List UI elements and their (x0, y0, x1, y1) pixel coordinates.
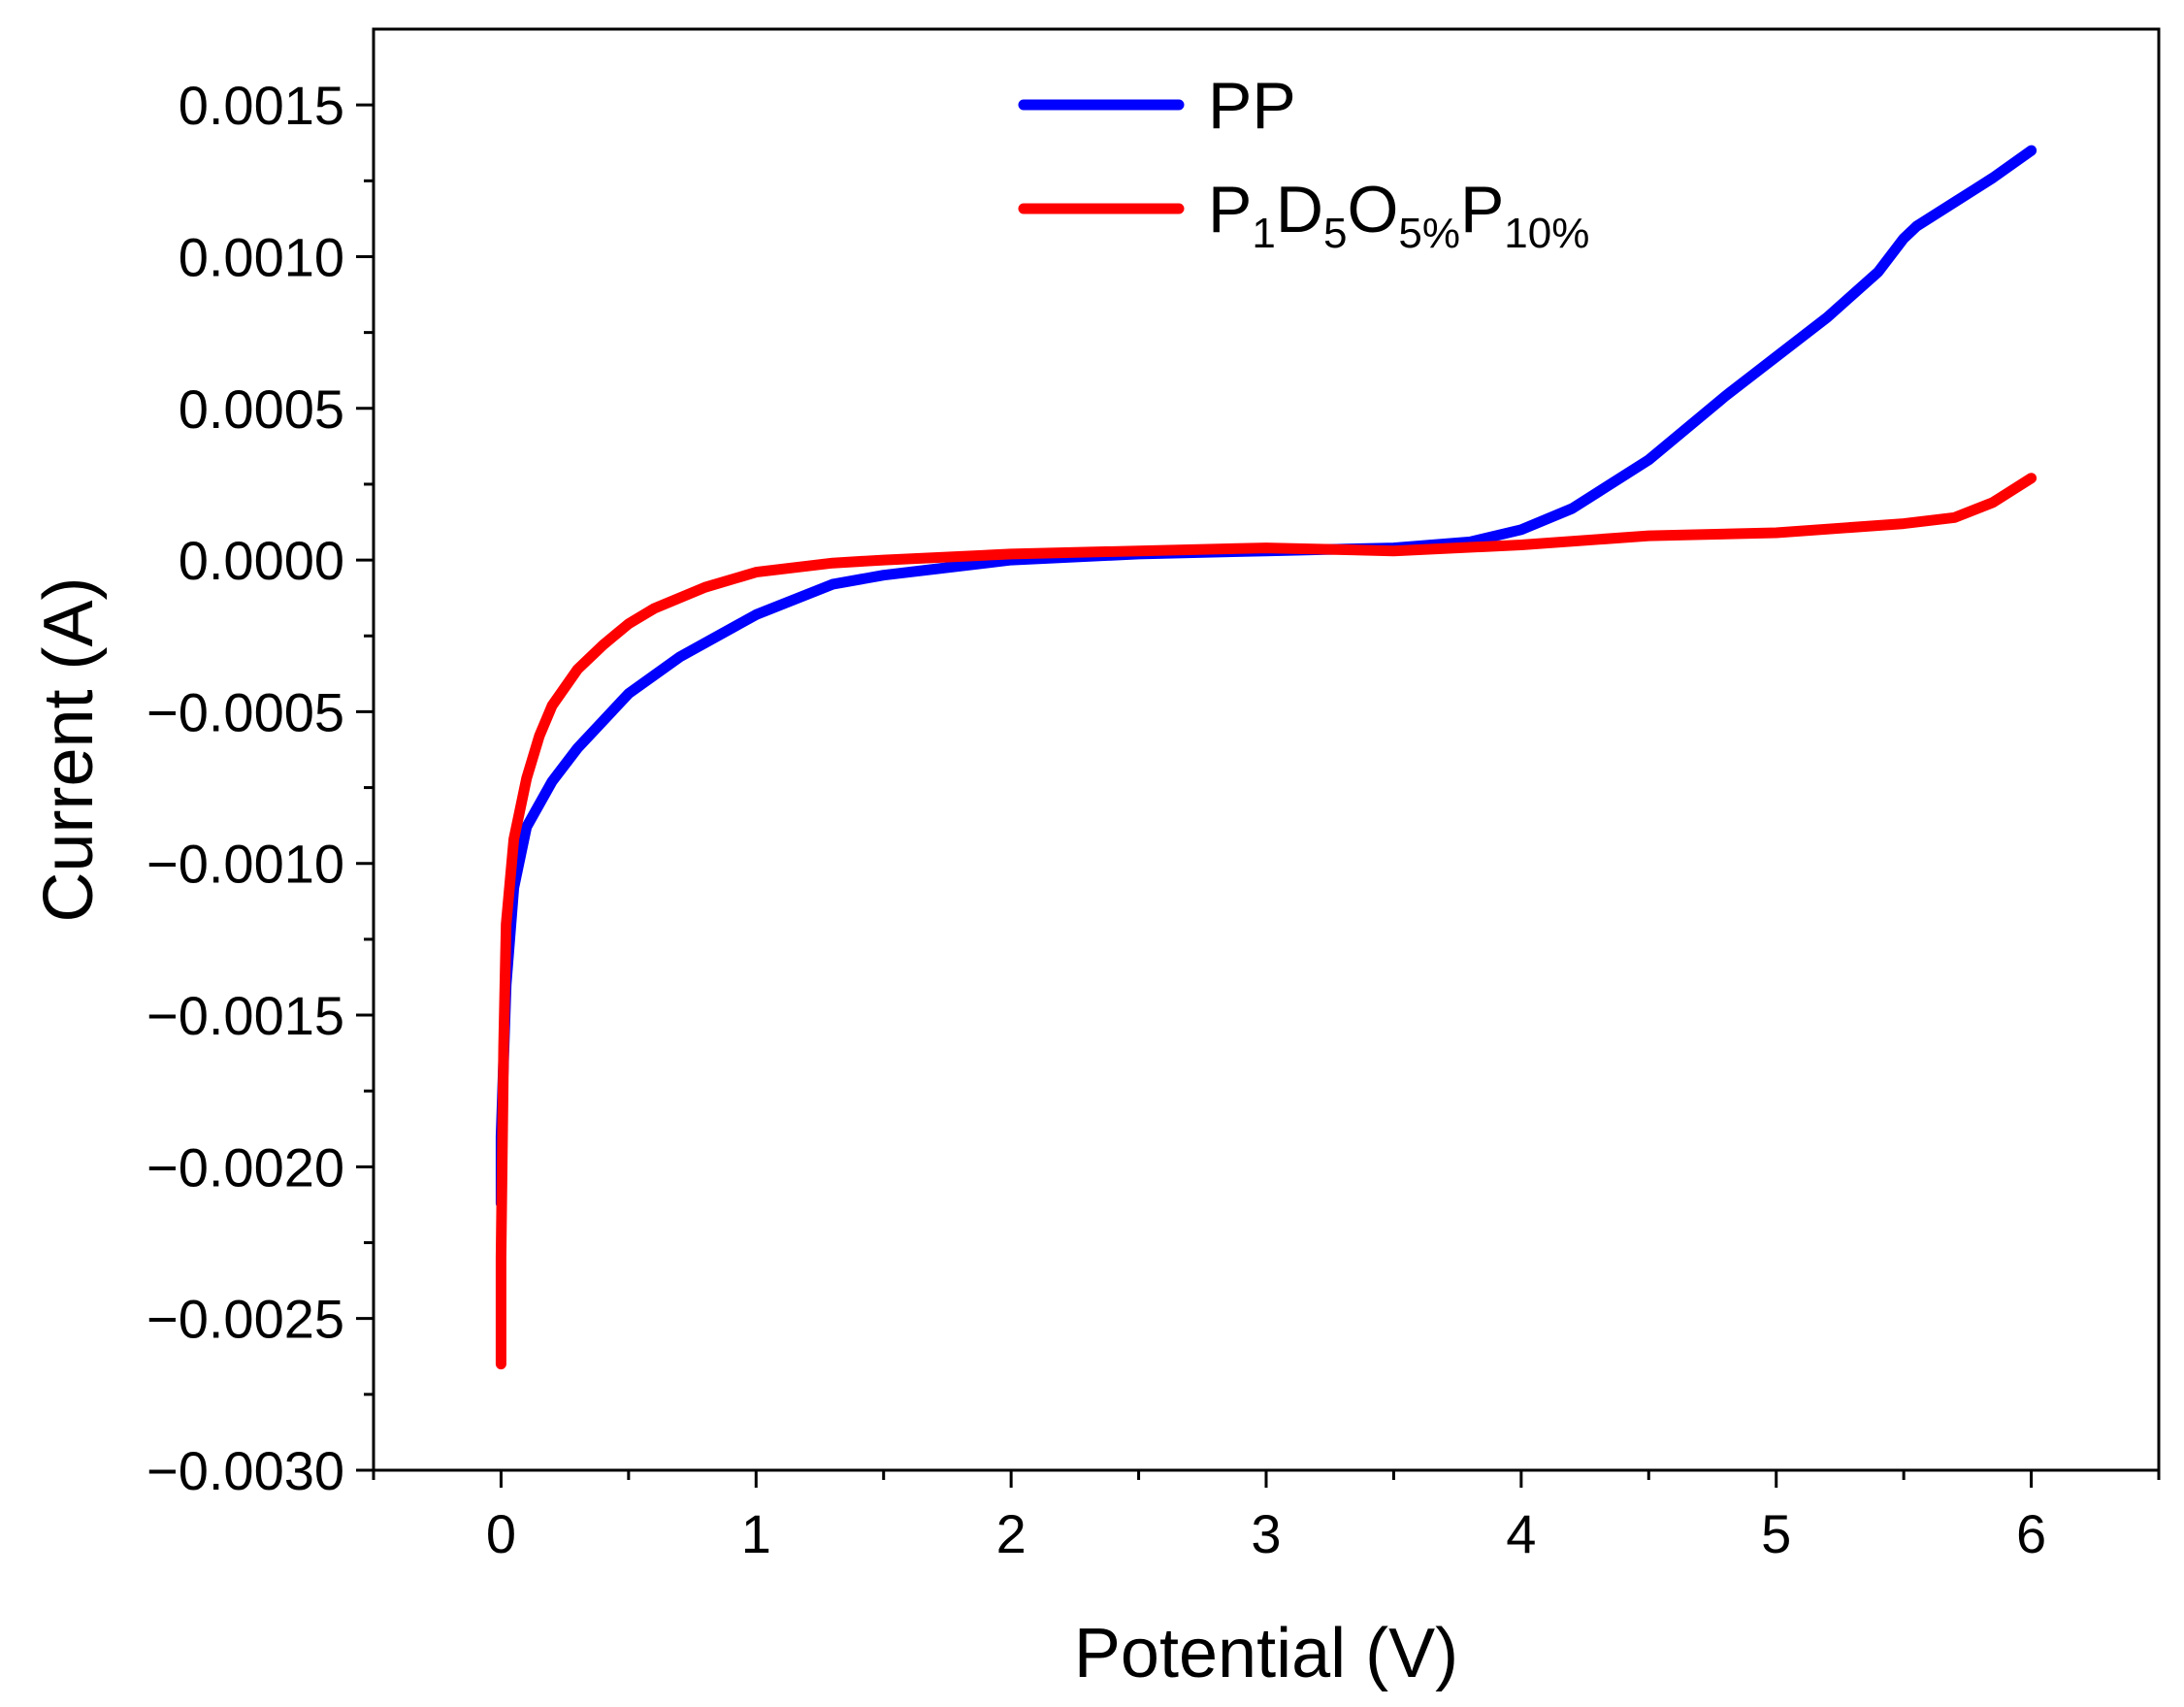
series-layer (495, 145, 2037, 1370)
y-tick-label: −0.0010 (147, 834, 344, 895)
legend-label: PP (1208, 69, 1296, 143)
y-tick-label: −0.0025 (147, 1289, 344, 1350)
y-tick-label: 0.0010 (179, 226, 344, 287)
legend-label-text: PP (1208, 69, 1296, 143)
y-tick-label: −0.0015 (147, 985, 344, 1046)
legend-label-subscript: 5 (1323, 210, 1347, 257)
legend-label: P1D5O5%P10% (1208, 173, 1589, 257)
legend-label-text: P (1460, 173, 1504, 246)
x-axis-title: Potential (V) (1074, 1615, 1458, 1692)
x-tick-label: 4 (1506, 1503, 1536, 1564)
y-tick-label: 0.0000 (179, 530, 344, 591)
y-tick-label: 0.0015 (179, 75, 344, 136)
x-tick-label: 0 (486, 1503, 516, 1564)
x-tick-label: 1 (741, 1503, 771, 1564)
y-axis-title: Current (A) (30, 576, 108, 922)
legend-label-text: D (1276, 173, 1323, 246)
x-tick-label: 5 (1761, 1503, 1791, 1564)
series-line-pp (495, 145, 2037, 1209)
legend-label-text: O (1347, 173, 1398, 246)
y-axis: 0.0015 0.0010 0.0005 0.0000 −0.0005 −0.0010 −0… (147, 75, 374, 1501)
y-tick-label: −0.0005 (147, 681, 344, 742)
series-line-p1d5o5p10 (495, 473, 2037, 1370)
legend-label-subscript: 1 (1252, 210, 1275, 257)
y-tick-label: −0.0030 (147, 1440, 344, 1501)
legend-label-subscript: 5% (1398, 210, 1460, 257)
legend-label-subscript: 10% (1504, 210, 1589, 257)
x-axis: 0 1 2 3 4 5 6 (372, 1470, 2161, 1564)
y-tick-label: 0.0005 (179, 378, 344, 440)
x-tick-label: 6 (2016, 1503, 2046, 1564)
legend-label-text: P (1208, 173, 1252, 246)
x-tick-label: 2 (996, 1503, 1027, 1564)
x-tick-label: 3 (1251, 1503, 1281, 1564)
y-tick-label: −0.0020 (147, 1136, 344, 1198)
